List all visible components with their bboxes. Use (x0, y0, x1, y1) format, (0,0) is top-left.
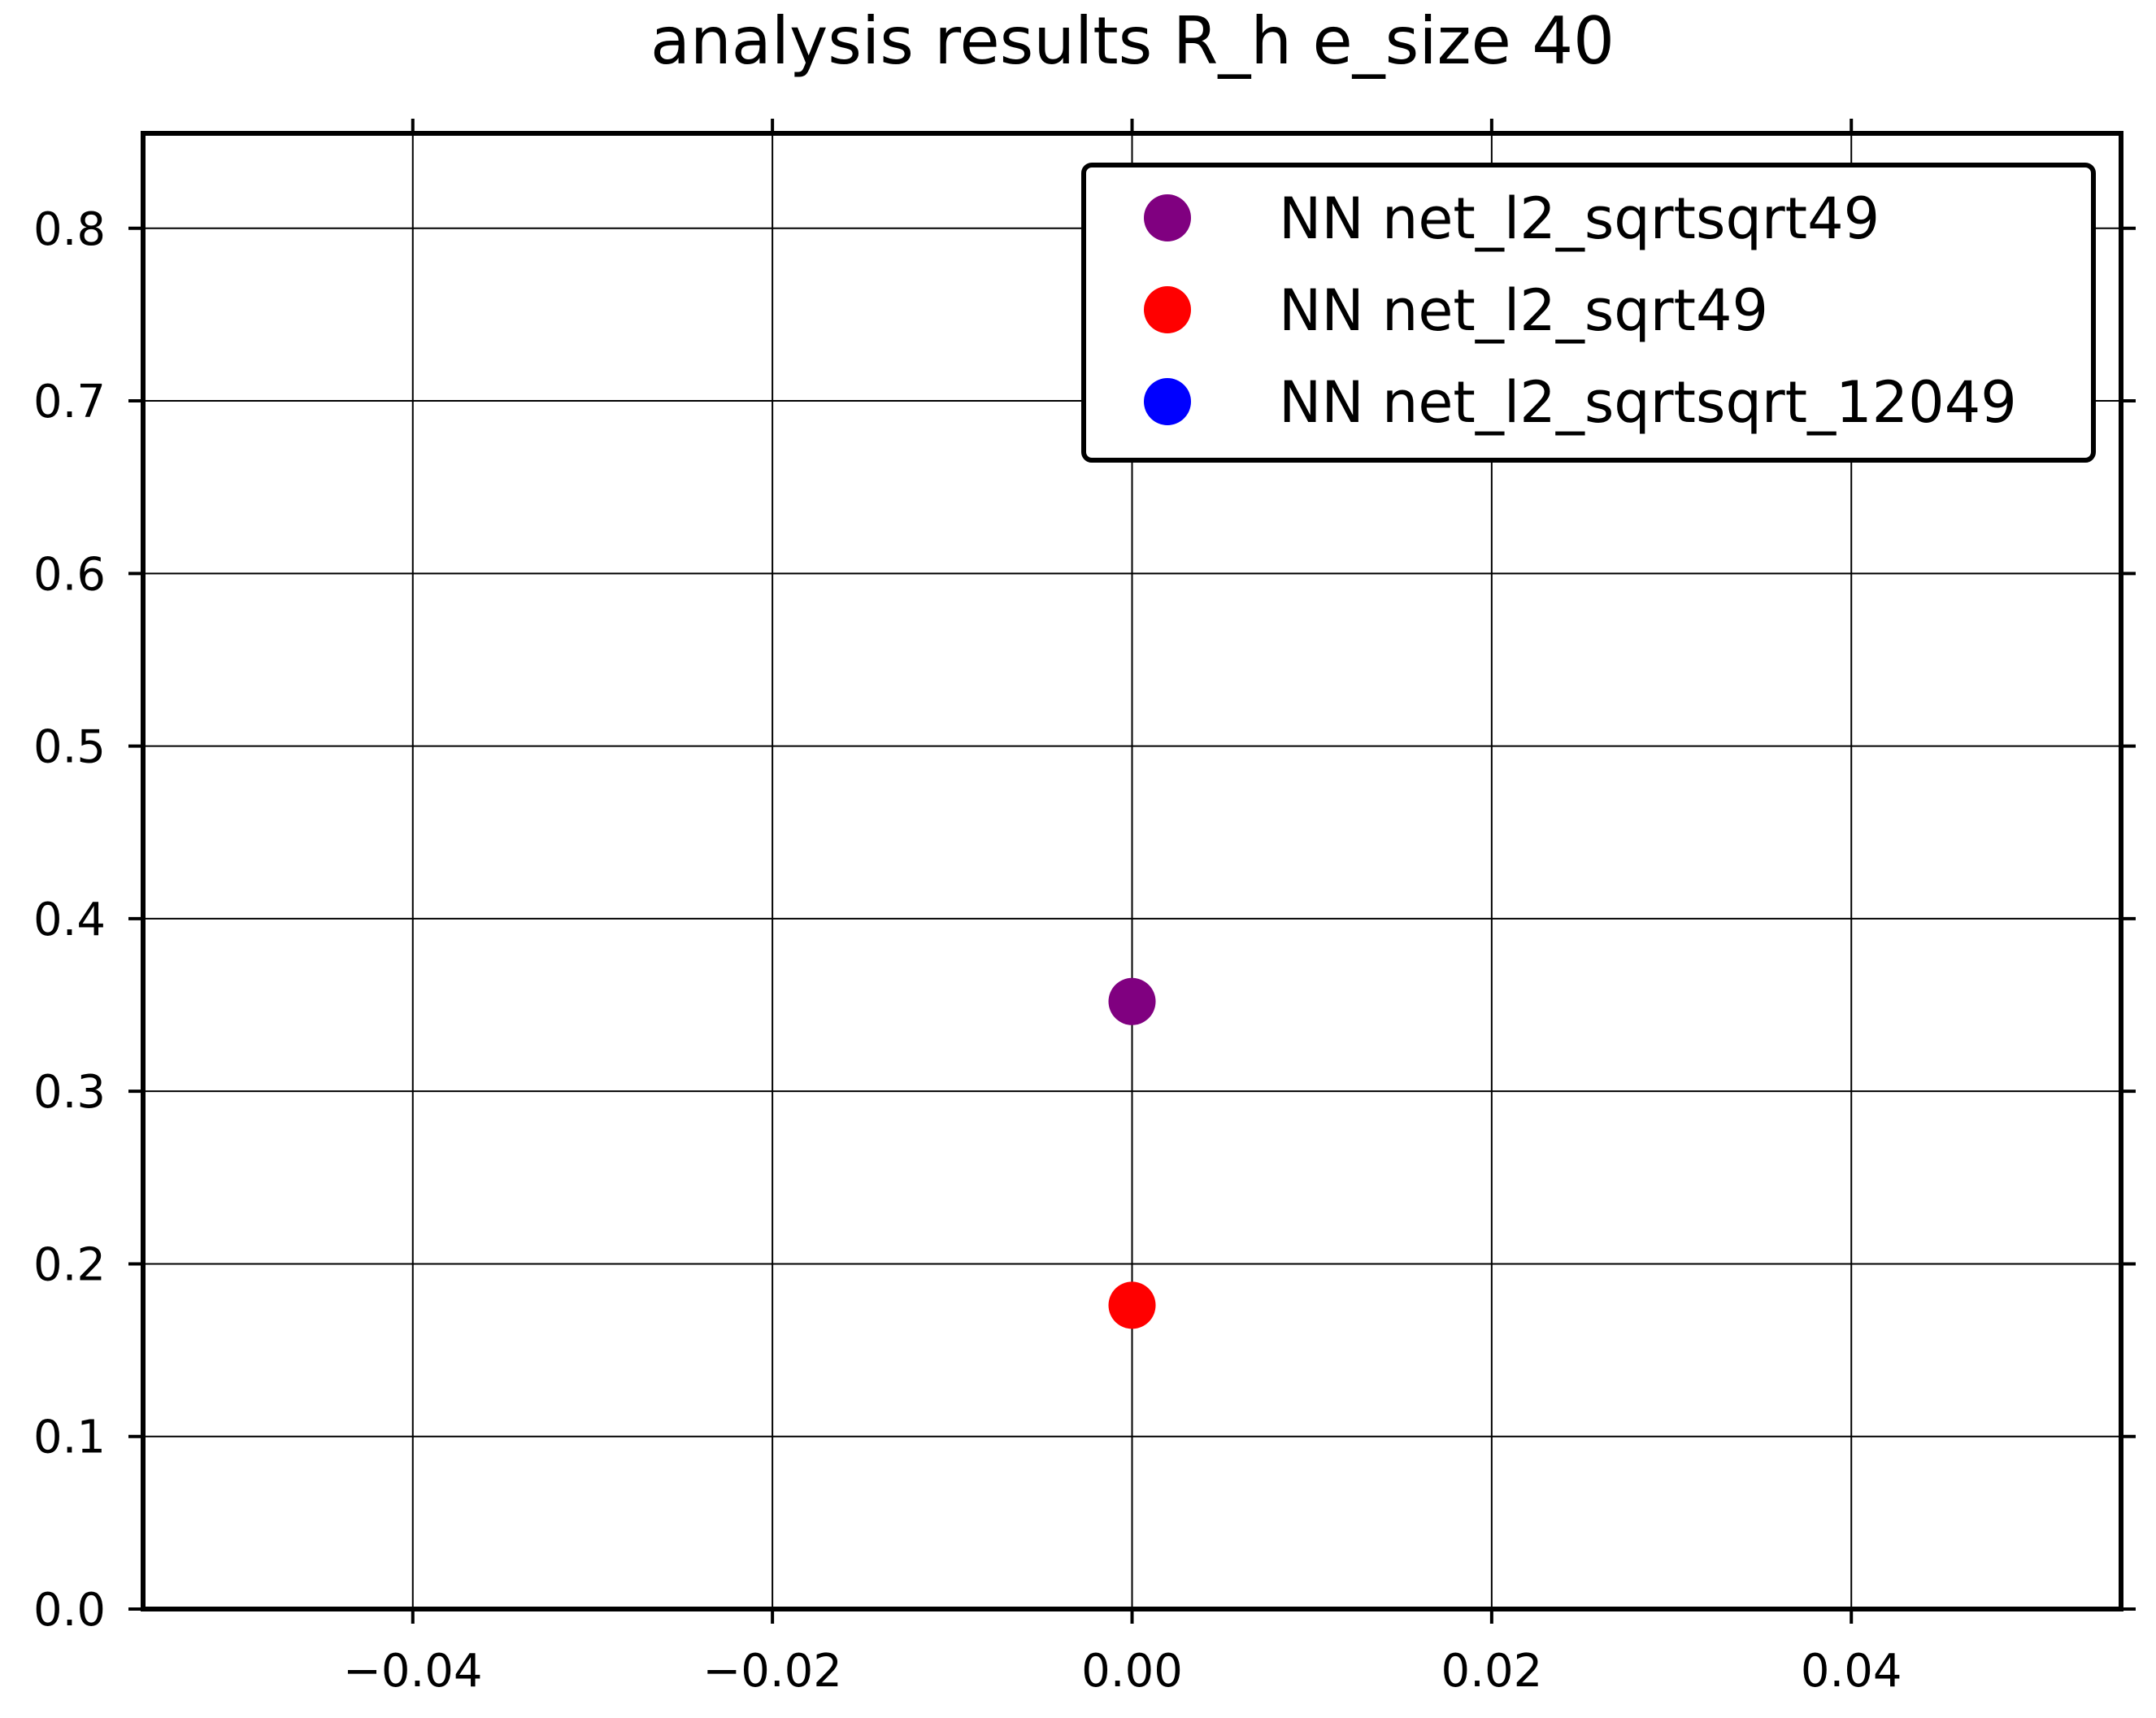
legend-marker (1144, 378, 1191, 425)
legend-marker (1144, 286, 1191, 333)
y-tick-label: 0.2 (33, 1238, 106, 1291)
data-point (1108, 977, 1156, 1025)
y-tick-label: 0.3 (33, 1066, 106, 1119)
x-tick-label: 0.00 (1081, 1645, 1183, 1698)
y-tick-label: 0.5 (33, 721, 106, 774)
axes: −0.04 −0.02 0.00 0.02 0.04 0.0 0.1 0.2 0.3 0.4 0.5… (33, 119, 2136, 1698)
y-tick-label: 0.0 (33, 1584, 106, 1637)
data-point (1108, 1281, 1156, 1329)
legend-label: NN net_l2_sqrtsqrt49 (1279, 185, 1880, 252)
legend-box (1081, 163, 2096, 463)
legend-label: NN net_l2_sqrt49 (1279, 277, 1768, 344)
y-tick-label: 0.1 (33, 1411, 106, 1464)
y-tick-label: 0.6 (33, 548, 106, 601)
x-tick-label: 0.04 (1801, 1645, 1902, 1698)
legend-marker (1144, 194, 1191, 241)
legend: NN net_l2_sqrtsqrt49 NN net_l2_sqrt49 NN n… (1081, 163, 2096, 463)
y-tick-label: 0.4 (33, 894, 106, 946)
y-tick-label: 0.7 (33, 376, 106, 428)
legend-label: NN net_l2_sqrtsqrt_12049 (1279, 369, 2017, 436)
x-tick-label: −0.04 (343, 1645, 483, 1698)
chart-title: analysis results R_h e_size 40 (650, 3, 1615, 79)
y-tick-label: 0.8 (33, 203, 106, 256)
x-tick-label: −0.02 (702, 1645, 842, 1698)
data-points (1108, 977, 1156, 1329)
x-tick-label: 0.02 (1441, 1645, 1543, 1698)
